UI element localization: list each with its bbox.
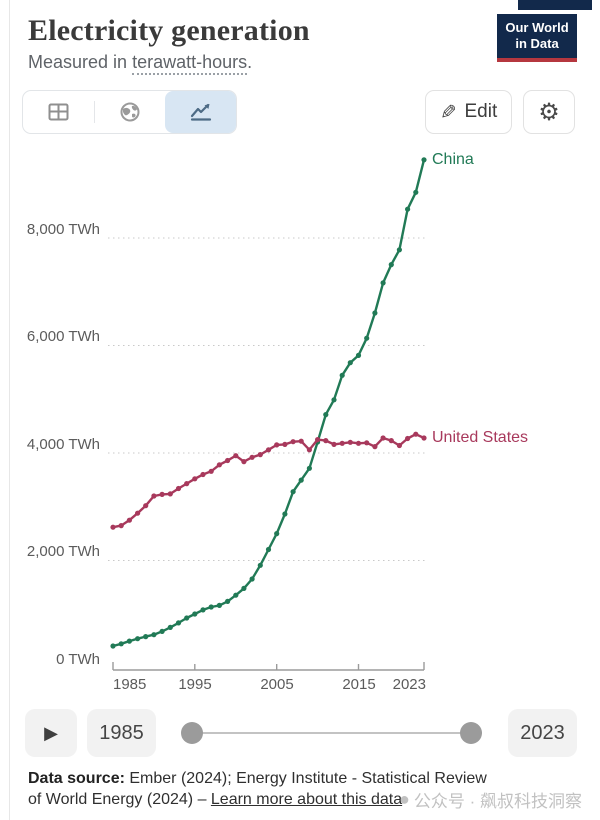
series-label-0[interactable]: China [431, 150, 474, 168]
x-axis [112, 662, 425, 671]
y-tick-6000: 6,000 TWh [26, 328, 100, 345]
pencil-icon: ✎ [439, 101, 457, 124]
subtitle-prefix: Measured in [28, 52, 133, 72]
tab-chart[interactable] [165, 91, 236, 133]
y-tick-0: 0 TWh [56, 651, 100, 668]
y-tick-8000: 8,000 TWh [26, 220, 100, 238]
chart-area[interactable] [0, 140, 600, 710]
series-label-1[interactable]: United States [431, 428, 529, 446]
data-source-text-1: Ember (2024); Energy Institute - Statist… [124, 770, 487, 787]
tab-map[interactable] [94, 91, 165, 133]
y-tick-4000: 4,000 TWh [26, 435, 100, 453]
learn-more-link[interactable]: Learn more about this data [210, 791, 403, 808]
data-source-text-2: of World Energy (2024) – [28, 791, 211, 808]
watermark: ● 公众号 · 飙叔科技洞察 [399, 787, 582, 812]
line-chart-icon [190, 103, 211, 121]
owid-logo[interactable]: Our World in Data [497, 14, 577, 62]
x-tick-1995: 1995 [178, 676, 212, 693]
gear-icon: ⚙ [538, 98, 560, 126]
tab-table[interactable] [23, 91, 94, 133]
play-icon: ▶ [44, 722, 58, 743]
x-tick-2023: 2023 [392, 676, 426, 693]
data-source-label: Data source: [28, 770, 125, 787]
table-icon [48, 103, 69, 121]
cropped-header-fragment [518, 0, 592, 10]
chart-subtitle: Measured in terawatt-hours. [28, 52, 253, 75]
subtitle-term-tooltip[interactable]: terawatt-hours [132, 52, 248, 75]
x-tick-2005: 2005 [260, 676, 294, 693]
play-button[interactable]: ▶ [25, 709, 77, 757]
timeline-end-year[interactable]: 2023 [508, 709, 577, 757]
view-switcher [22, 90, 237, 134]
timeline-track[interactable] [191, 732, 482, 734]
settings-button[interactable]: ⚙ [523, 90, 575, 134]
x-tick-2015: 2015 [342, 676, 376, 693]
watermark-logo-icon: ● [399, 789, 410, 809]
y-tick-2000: 2,000 TWh [26, 543, 100, 560]
timeline-start-year[interactable]: 1985 [87, 709, 156, 757]
line-chart-canvas[interactable] [0, 140, 600, 710]
timeline-handle-start[interactable] [181, 722, 203, 744]
edit-button[interactable]: ✎ Edit [425, 90, 512, 134]
gridlines [108, 237, 425, 561]
subtitle-suffix: . [247, 52, 253, 72]
watermark-text: 公众号 · 飙叔科技洞察 [413, 792, 582, 811]
data-series [110, 157, 427, 649]
card-left-border [9, 0, 10, 820]
page-title: Electricity generation [28, 14, 310, 47]
owid-logo-line1: Our World [505, 19, 569, 35]
globe-icon [120, 102, 139, 122]
edit-button-label: Edit [464, 101, 498, 122]
timeline-handle-end[interactable] [460, 722, 482, 744]
data-source-note: Data source: Ember (2024); Energy Instit… [28, 768, 568, 810]
x-tick-1985: 1985 [113, 676, 147, 693]
owid-logo-line2: in Data [515, 36, 559, 51]
